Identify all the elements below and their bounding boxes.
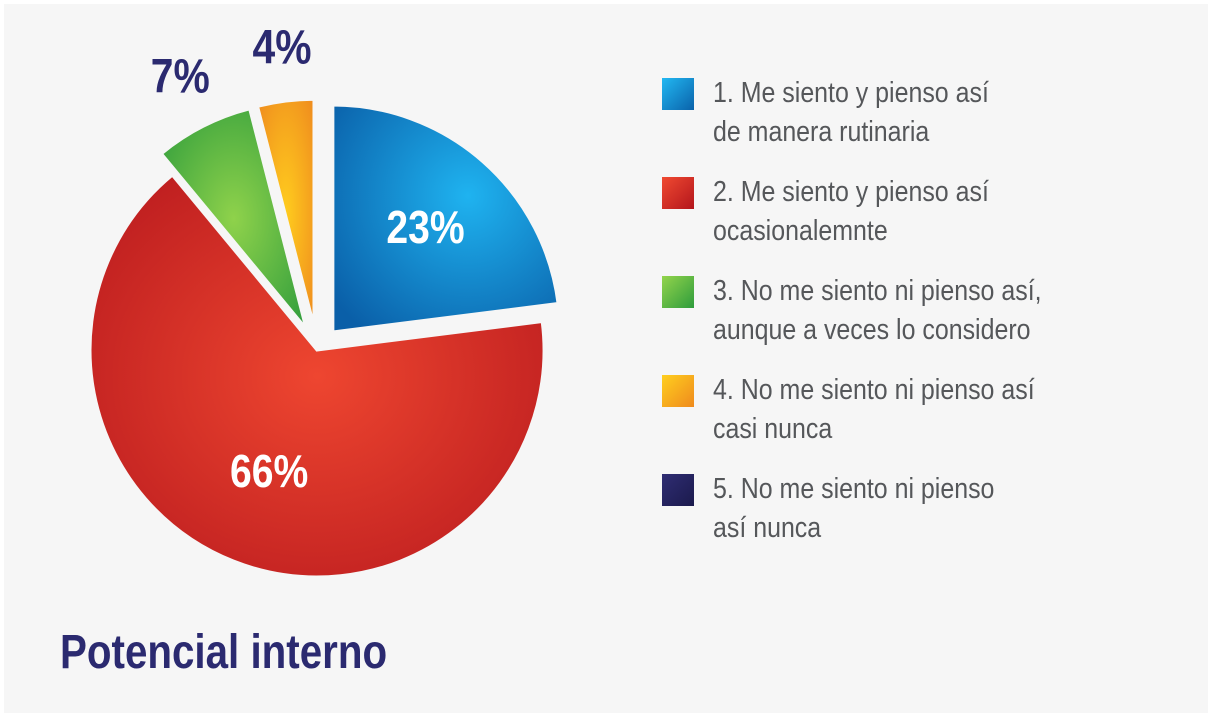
- legend-item: 4. No me siento ni pienso así casi nunca: [662, 371, 1182, 470]
- legend-swatch-blue: [662, 78, 694, 110]
- pie-slice-red: [88, 172, 546, 579]
- legend-swatch-orange: [662, 375, 694, 407]
- legend-item: 2. Me siento y pienso así ocasionalemnte: [662, 173, 1182, 272]
- pie-slice-blue: [331, 103, 560, 334]
- slice-percent-label: 66%: [230, 446, 308, 498]
- legend-label: 2. Me siento y pienso así ocasionalemnte: [713, 176, 989, 247]
- legend: 1. Me siento y pienso así de manera ruti…: [662, 74, 1182, 569]
- legend-item: 5. No me siento ni pienso así nunca: [662, 470, 1182, 569]
- legend-item: 1. Me siento y pienso así de manera ruti…: [662, 74, 1182, 173]
- legend-label: 3. No me siento ni pienso así, aunque a …: [713, 275, 1042, 346]
- legend-label: 4. No me siento ni pienso así casi nunca: [713, 374, 1035, 445]
- legend-swatch-red: [662, 177, 694, 209]
- legend-swatch-navy: [662, 474, 694, 506]
- pie-slice-orange: [255, 97, 316, 327]
- legend-label: 5. No me siento ni pienso así nunca: [713, 473, 995, 544]
- slice-percent-label: 4%: [253, 21, 312, 74]
- legend-label: 1. Me siento y pienso así de manera ruti…: [713, 77, 989, 148]
- legend-swatch-green: [662, 276, 694, 308]
- legend-item: 3. No me siento ni pienso así, aunque a …: [662, 272, 1182, 371]
- pie-chart: 23% 66% 7% 4%: [88, 21, 560, 579]
- chart-title: Potencial interno: [60, 626, 388, 679]
- pie-slice-green: [159, 106, 308, 330]
- slice-percent-label: 7%: [151, 50, 210, 103]
- slice-percent-label: 23%: [386, 202, 464, 254]
